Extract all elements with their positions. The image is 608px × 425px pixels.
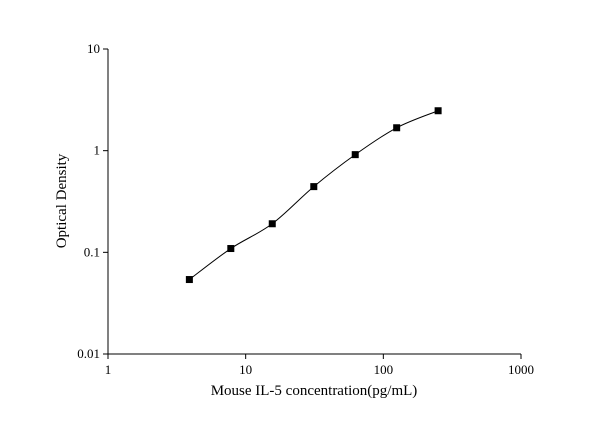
- point: [227, 245, 235, 253]
- x-tick-label: 100: [374, 362, 394, 377]
- y-tick-label: 1: [94, 143, 101, 158]
- point: [268, 220, 276, 228]
- y-tick-label: 10: [87, 41, 100, 56]
- fit-curve: [189, 110, 439, 280]
- y-axis-label: Optical Density: [54, 153, 70, 248]
- point: [310, 183, 318, 191]
- x-axis-label: Mouse IL-5 concentration(pg/mL): [211, 383, 418, 399]
- point: [185, 276, 193, 284]
- x-tick-label: 1000: [508, 362, 534, 377]
- x-tick-label: 10: [239, 362, 252, 377]
- y-tick-label: 0.01: [77, 346, 100, 361]
- x-tick-label: 1: [105, 362, 112, 377]
- point: [351, 151, 359, 159]
- point: [434, 107, 442, 115]
- y-tick-label: 0.1: [84, 244, 100, 259]
- point: [393, 124, 401, 132]
